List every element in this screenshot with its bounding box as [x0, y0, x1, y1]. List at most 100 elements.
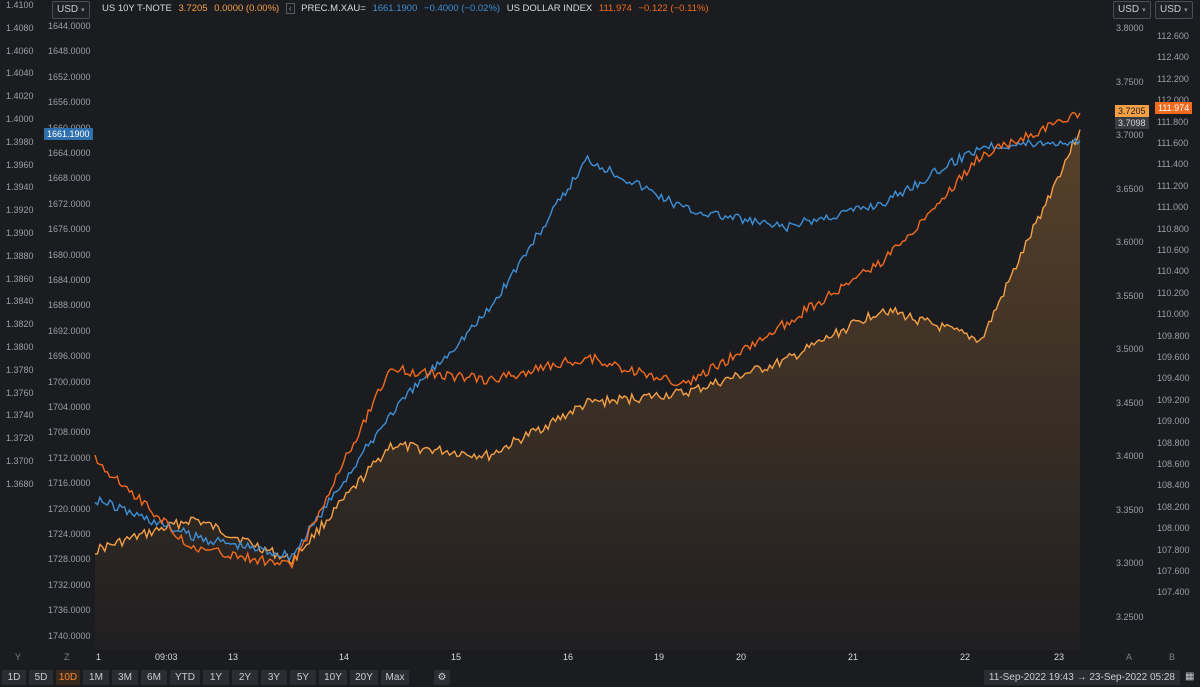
left-axis-b-tick: 1692.0000 — [48, 325, 91, 336]
right-axis-b-tick: 110.400 — [1157, 266, 1189, 277]
left-axis-a-tick: 1.3840 — [6, 296, 34, 307]
left-axis-b-tick: 1644.0000 — [48, 21, 91, 31]
left-axis-b-tick: 1688.0000 — [48, 300, 91, 311]
range-button-1y[interactable]: 1Y — [203, 670, 229, 685]
series-line-prec-m-xau-[interactable] — [94, 136, 1081, 562]
left-axis-a-tick: 1.4040 — [6, 68, 34, 79]
left-axis-a-tick: 1.3820 — [6, 319, 34, 330]
range-button-1m[interactable]: 1M — [83, 670, 109, 685]
right-axis-b-tick: 112.400 — [1157, 52, 1189, 63]
legend-tnote-value: 3.7205 — [178, 3, 208, 14]
right-axis-b-tick: 108.000 — [1157, 523, 1190, 534]
left-axis-a-tick: 1.3860 — [6, 273, 34, 284]
left-axis-a-tick: 1.3780 — [6, 364, 34, 375]
range-button-ytd[interactable]: YTD — [170, 670, 200, 685]
calendar-icon[interactable]: ▦ — [1185, 671, 1195, 682]
right-axis-b-tick: 111.600 — [1157, 138, 1189, 148]
right-axis-a-tick: 3.3500 — [1116, 504, 1144, 515]
left-axis-b-tick: 1676.0000 — [48, 224, 91, 235]
range-button-max[interactable]: Max — [381, 670, 409, 685]
x-axis-letter-z[interactable]: Z — [64, 652, 70, 662]
x-axis-label: 22 — [960, 652, 971, 662]
right-axis-b-tick: 110.800 — [1157, 223, 1189, 234]
left-axis-a-tick: 1.3880 — [6, 250, 34, 261]
right-axis-a-tick: 3.5000 — [1116, 344, 1144, 354]
range-button-1d[interactable]: 1D — [2, 670, 26, 685]
range-button-10d[interactable]: 10D — [56, 670, 80, 685]
x-axis-label: 1 — [96, 652, 102, 662]
right-axis-a-tick: 3.8000 — [1116, 23, 1144, 33]
x-axis-label: 14 — [339, 652, 350, 662]
left-axis-a-tick: 1.3920 — [6, 205, 34, 216]
left-axis-b-tick: 1712.0000 — [48, 452, 91, 463]
left-axis-b-tick: 1700.0000 — [48, 376, 91, 387]
right-axis-b-tick: 108.200 — [1157, 501, 1190, 512]
range-toolbar: 1D 5D 10D 1M 3M 6M YTD 1Y 2Y 3Y 5Y 10Y 20Y Max ⚙ 11-S… — [0, 668, 1200, 687]
right-axis-b-tick: 109.800 — [1157, 330, 1190, 341]
date-range-display[interactable]: 11-Sep-2022 19:43 → 23-Sep-2022 05:28 — [983, 670, 1180, 685]
left-axis-b-tick: 1716.0000 — [48, 478, 91, 489]
right-axis-a-tick: 3.6000 — [1116, 237, 1144, 247]
settings-gear-icon[interactable]: ⚙ — [434, 670, 450, 685]
right-axis-b-tick: 111.400 — [1157, 159, 1189, 170]
right-axis-b-tick: 109.000 — [1157, 416, 1190, 427]
x-axis-letter-a[interactable]: A — [1126, 652, 1133, 662]
right-axis-b-tick: 112.000 — [1157, 95, 1189, 106]
tnote-prev-price-tag: 3.7098 — [1115, 117, 1149, 129]
range-button-20y[interactable]: 20Y — [350, 670, 378, 685]
currency-right-b-dropdown[interactable]: USD ▾ — [1155, 1, 1193, 19]
left-axis-b-tick: 1684.0000 — [48, 275, 91, 285]
x-axis-letter-b[interactable]: B — [1169, 652, 1176, 662]
left-axis-a-tick: 1.3800 — [6, 342, 34, 352]
left-axis-a-tick: 1.4000 — [6, 114, 34, 124]
legend-dxy-change: −0.122 (−0.11%) — [638, 3, 709, 14]
x-axis: Y Z A B 1 09:03 13 14 15 16 19 20 21 22 23 — [0, 652, 1200, 666]
right-axis-b-tick: 112.600 — [1157, 31, 1189, 41]
left-axis-b-tick: 1732.0000 — [48, 579, 91, 590]
x-axis-letter-y[interactable]: Y — [15, 652, 22, 662]
left-axis-a-tick: 1.4100 — [6, 0, 34, 10]
x-axis-label: 19 — [654, 652, 665, 662]
range-button-5d[interactable]: 5D — [29, 670, 53, 685]
range-button-5y[interactable]: 5Y — [290, 670, 316, 685]
legend-collapse-icon[interactable]: ‹ — [285, 3, 295, 14]
right-axis-b-tick: 108.600 — [1157, 459, 1190, 469]
series-line-us-dollar-index[interactable] — [94, 111, 1081, 570]
left-axis-b-tick: 1680.0000 — [48, 249, 91, 260]
left-axis-b-tick: 1652.0000 — [48, 71, 91, 82]
left-axis-a-tick: 1.3940 — [6, 182, 34, 193]
right-axis-b-tick: 107.400 — [1157, 587, 1190, 598]
right-axis-a-tick: 3.4000 — [1116, 451, 1144, 461]
left-axis-a-tick: 1.3720 — [6, 433, 34, 444]
right-axis-b-tick: 110.200 — [1157, 287, 1189, 298]
left-axis-a-tick: 1.3900 — [6, 228, 34, 238]
left-axis-b-tick: 1660.0000 — [48, 123, 91, 133]
right-axis-b-tick: 109.200 — [1157, 394, 1190, 405]
right-axis-a-tick: 3.2500 — [1116, 611, 1144, 622]
range-button-10y[interactable]: 10Y — [319, 670, 347, 685]
right-axis-a-tick: 3.7000 — [1116, 130, 1144, 140]
legend-tnote-name: US 10Y T-NOTE — [102, 3, 172, 14]
currency-right-a-dropdown[interactable]: USD ▾ — [1113, 1, 1151, 19]
legend-dxy-name: US DOLLAR INDEX — [506, 3, 593, 14]
x-axis-label: 21 — [848, 652, 859, 662]
right-axis-a-tick: 3.4500 — [1116, 397, 1144, 408]
right-axis-b-tick: 112.200 — [1157, 73, 1189, 84]
left-axis-a-tick: 1.4080 — [6, 22, 34, 33]
chart-legend: US 10Y T-NOTE 3.7205 0.0000 (0.00%) ‹ PR… — [102, 3, 713, 14]
legend-xau-value: 1661.1900 — [372, 3, 418, 14]
tnote-last-price-tag: 3.7205 — [1115, 105, 1149, 117]
range-button-2y[interactable]: 2Y — [232, 670, 258, 685]
range-button-6m[interactable]: 6M — [141, 670, 167, 685]
right-axis-b-tick: 111.000 — [1157, 202, 1189, 213]
currency-left-dropdown[interactable]: USD ▾ — [52, 1, 90, 19]
left-axis-b-tick: 1648.0000 — [48, 46, 91, 57]
range-button-3m[interactable]: 3M — [112, 670, 138, 685]
range-button-3y[interactable]: 3Y — [261, 670, 287, 685]
x-axis-label: 09:03 — [155, 652, 178, 662]
left-axis-b-tick: 1736.0000 — [48, 605, 91, 616]
left-axis-b-tick: 1672.0000 — [48, 198, 91, 209]
left-axis-b-tick: 1668.0000 — [48, 173, 91, 184]
left-axis-b-tick: 1704.0000 — [48, 402, 91, 412]
